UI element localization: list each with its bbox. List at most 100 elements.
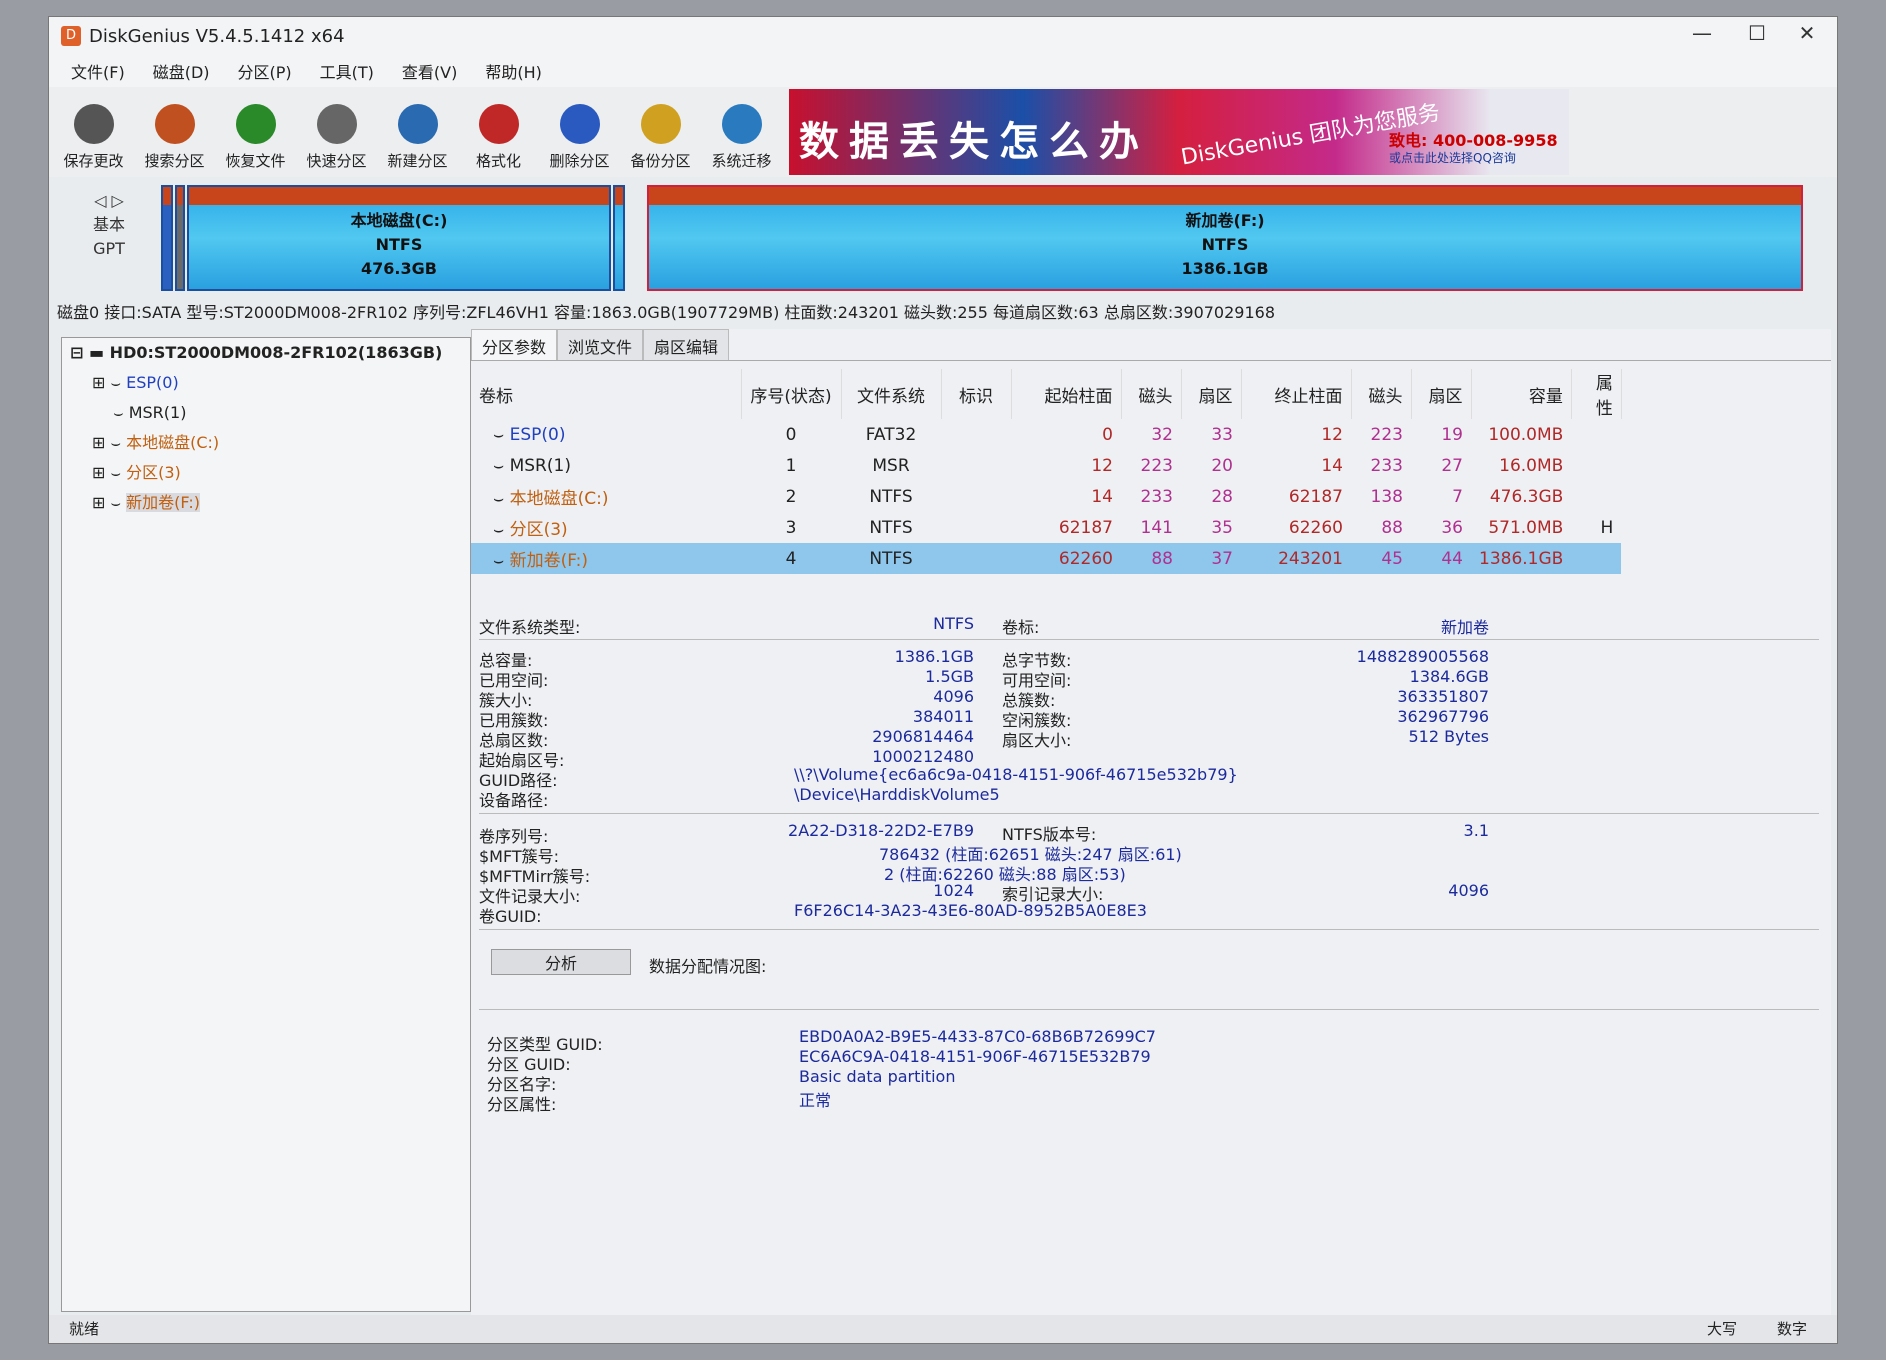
partition-icon: ⌣ [493,489,510,509]
disk-nav[interactable]: ◁ ▷ 基本 GPT [79,189,139,261]
toolbar-button[interactable]: 快速分区 [296,104,377,177]
column-header[interactable]: 卷标 [471,369,742,419]
cell: 7 [1452,486,1463,507]
expand-icon[interactable]: ⊞ ⌣ [92,463,127,482]
expand-icon[interactable]: ⊟ ▬ [70,343,110,362]
toolbar-button[interactable]: 格式化 [458,104,539,177]
column-header[interactable]: 标识 [941,369,1012,419]
cell: 141 [1140,517,1173,538]
menu-item[interactable]: 查看(V) [401,63,458,82]
cell: MSR [872,455,910,476]
partition-name: 本地磁盘(C:) [350,211,448,230]
close-button[interactable]: ✕ [1798,21,1816,45]
detail-value: 786432 (柱面:62651 磁头:247 扇区:61) [879,845,1182,864]
detail-label: $MFTMirr簇号: [479,867,591,886]
tree-item[interactable]: ⊞ ⌣ 分区(3) [62,458,470,488]
table-row[interactable]: ⌣ 分区(3) 3 NTFS 62187 141 35 62260 88 36 571.0MB H [471,512,1621,543]
expand-icon[interactable]: ⊞ ⌣ [92,493,127,512]
banner-qq-link[interactable]: 或点击此处选择QQ咨询 [1389,151,1516,165]
partition-block-msr[interactable] [175,185,185,291]
tree-item[interactable]: ⌣ MSR(1) [62,398,470,428]
tree-item-label: 分区(3) [126,463,181,482]
toolbar-button[interactable]: 恢复文件 [215,104,296,177]
maximize-button[interactable]: ☐ [1748,21,1766,45]
toolbar-button[interactable]: 新建分区 [377,104,458,177]
detail-value: 3.1 [1463,821,1489,840]
column-header[interactable]: 文件系统 [841,369,942,419]
cell: 0 [1102,424,1113,445]
prev-next-arrows-icon[interactable]: ◁ ▷ [94,191,124,210]
table-row[interactable]: ⌣ 本地磁盘(C:) 2 NTFS 14 233 28 62187 138 7 476.3GB [471,481,1621,512]
detail-label: 总簇数: [1002,691,1056,710]
menu-item[interactable]: 帮助(H) [485,63,542,82]
menu-item[interactable]: 工具(T) [319,63,374,82]
cell: 3 [785,517,797,538]
column-header[interactable]: 序号(状态) [741,369,842,419]
app-window: D DiskGenius V5.4.5.1412 x64 — ☐ ✕ 文件(F)… [48,16,1838,1344]
column-header[interactable]: 起始柱面 [1011,369,1122,419]
column-header[interactable]: 扇区 [1181,369,1242,419]
detail-label: 簇大小: [479,691,533,710]
cell-name: ⌣ 分区(3) [471,512,741,543]
column-header[interactable]: 终止柱面 [1241,369,1352,419]
column-header[interactable]: 磁头 [1121,369,1182,419]
toolbar-label: 新建分区 [387,152,448,170]
column-header[interactable]: 属性 [1571,369,1622,419]
partition-label: ESP(0) [509,424,566,445]
cell: 476.3GB [1489,486,1564,507]
divider [479,639,1819,640]
detail-value: NTFS [933,614,974,633]
expand-icon[interactable]: ⌣ [92,403,129,422]
cell: 571.0MB [1488,517,1564,538]
partition-block-3[interactable] [613,185,625,291]
tree-root[interactable]: ⊟ ▬ HD0:ST2000DM008-2FR102(1863GB) [62,338,470,368]
tree-item[interactable]: ⊞ ⌣ 本地磁盘(C:) [62,428,470,458]
menu-item[interactable]: 文件(F) [71,63,125,82]
column-header[interactable]: 磁头 [1351,369,1412,419]
toolbar-button[interactable]: 删除分区 [539,104,620,177]
toolbar-button[interactable]: 备份分区 [620,104,701,177]
menu-item[interactable]: 分区(P) [237,63,292,82]
disk-tree[interactable]: ⊟ ▬ HD0:ST2000DM008-2FR102(1863GB) ⊞ ⌣ ES… [61,337,471,1312]
analyze-button[interactable]: 分析 [491,949,631,975]
detail-value: 1.5GB [925,667,974,686]
detail-value: \\?\Volume{ec6a6c9a-0418-4151-906f-46715… [794,765,1238,784]
expand-icon[interactable]: ⊞ ⌣ [92,433,127,452]
partition-fs: NTFS [1201,235,1249,254]
table-row[interactable]: ⌣ 新加卷(F:) 4 NTFS 62260 88 37 243201 45 44 1386.1G… [471,543,1622,574]
partition-block-esp[interactable] [161,185,173,291]
toolbar-button[interactable]: 保存更改 [53,104,134,177]
cell: 2 [785,486,797,507]
toolbar-button[interactable]: 系统迁移 [701,104,782,177]
detail-label: 总扇区数: [479,731,549,750]
partition-block-f[interactable]: 新加卷(F:) NTFS 1386.1GB [647,185,1803,291]
tab[interactable]: 扇区编辑 [643,329,730,360]
detail-label: NTFS版本号: [1002,825,1097,844]
tree-item[interactable]: ⊞ ⌣ 新加卷(F:) [62,488,470,518]
cell: 32 [1151,424,1173,445]
tab[interactable]: 分区参数 [471,329,558,360]
cell: 233 [1140,486,1173,507]
detail-value: 2A22-D318-22D2-E7B9 [788,821,974,840]
tab[interactable]: 浏览文件 [557,329,644,360]
expand-icon[interactable]: ⊞ ⌣ [92,373,127,392]
column-header[interactable]: 扇区 [1411,369,1472,419]
table-row[interactable]: ⌣ MSR(1) 1 MSR 12 223 20 14 233 27 16.0MB [471,450,1621,481]
cell: 44 [1411,543,1471,574]
tree-item[interactable]: ⊞ ⌣ ESP(0) [62,368,470,398]
detail-label: 空闲簇数: [1002,711,1072,730]
detail-value: 1024 [933,881,974,900]
toolbar-label: 删除分区 [549,152,610,170]
minimize-button[interactable]: — [1692,21,1712,45]
cell: 16.0MB [1499,455,1564,476]
cell: 14 [1091,486,1113,507]
toolbar-button[interactable]: 搜索分区 [134,104,215,177]
ad-banner[interactable]: 数据丢失怎么办 DiskGenius 团队为您服务 致电: 400-008-99… [789,89,1569,175]
menu-item[interactable]: 磁盘(D) [152,63,210,82]
toolbar-label: 快速分区 [306,152,367,170]
table-row[interactable]: ⌣ ESP(0) 0 FAT32 0 32 33 12 223 19 100.0MB [471,419,1621,450]
column-header[interactable]: 容量 [1471,369,1572,419]
partition-block-c[interactable]: 本地磁盘(C:) NTFS 476.3GB [187,185,611,291]
disk-map: ◁ ▷ 基本 GPT 本地磁盘(C:) NTFS 476.3GB 新加卷(F:)… [49,179,1837,297]
detail-label: 总字节数: [1002,651,1072,670]
